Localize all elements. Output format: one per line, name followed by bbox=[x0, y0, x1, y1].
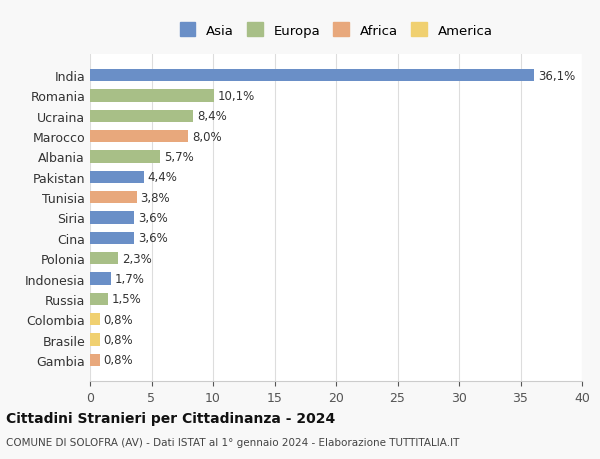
Text: 0,8%: 0,8% bbox=[104, 313, 133, 326]
Text: 4,4%: 4,4% bbox=[148, 171, 178, 184]
Bar bbox=[90, 171, 144, 184]
Bar bbox=[90, 111, 193, 123]
Bar bbox=[90, 70, 534, 82]
Text: 5,7%: 5,7% bbox=[164, 151, 194, 164]
Bar bbox=[90, 151, 160, 163]
Bar bbox=[90, 273, 111, 285]
Bar bbox=[90, 313, 100, 325]
Text: 1,5%: 1,5% bbox=[112, 293, 142, 306]
Legend: Asia, Europa, Africa, America: Asia, Europa, Africa, America bbox=[176, 19, 496, 41]
Bar bbox=[90, 334, 100, 346]
Bar bbox=[90, 131, 188, 143]
Text: 2,3%: 2,3% bbox=[122, 252, 152, 265]
Bar bbox=[90, 212, 134, 224]
Bar bbox=[90, 192, 137, 204]
Text: 3,8%: 3,8% bbox=[140, 191, 170, 204]
Bar bbox=[90, 293, 109, 305]
Text: 8,0%: 8,0% bbox=[192, 130, 222, 143]
Text: 3,6%: 3,6% bbox=[138, 212, 168, 224]
Bar bbox=[90, 90, 214, 102]
Bar bbox=[90, 252, 118, 265]
Text: 8,4%: 8,4% bbox=[197, 110, 227, 123]
Bar bbox=[90, 354, 100, 366]
Text: 36,1%: 36,1% bbox=[538, 69, 575, 83]
Text: COMUNE DI SOLOFRA (AV) - Dati ISTAT al 1° gennaio 2024 - Elaborazione TUTTITALIA: COMUNE DI SOLOFRA (AV) - Dati ISTAT al 1… bbox=[6, 437, 460, 447]
Bar bbox=[90, 232, 134, 244]
Text: 0,8%: 0,8% bbox=[104, 353, 133, 367]
Text: 0,8%: 0,8% bbox=[104, 333, 133, 346]
Text: 10,1%: 10,1% bbox=[218, 90, 255, 103]
Text: 1,7%: 1,7% bbox=[115, 272, 145, 285]
Text: 3,6%: 3,6% bbox=[138, 232, 168, 245]
Text: Cittadini Stranieri per Cittadinanza - 2024: Cittadini Stranieri per Cittadinanza - 2… bbox=[6, 411, 335, 425]
